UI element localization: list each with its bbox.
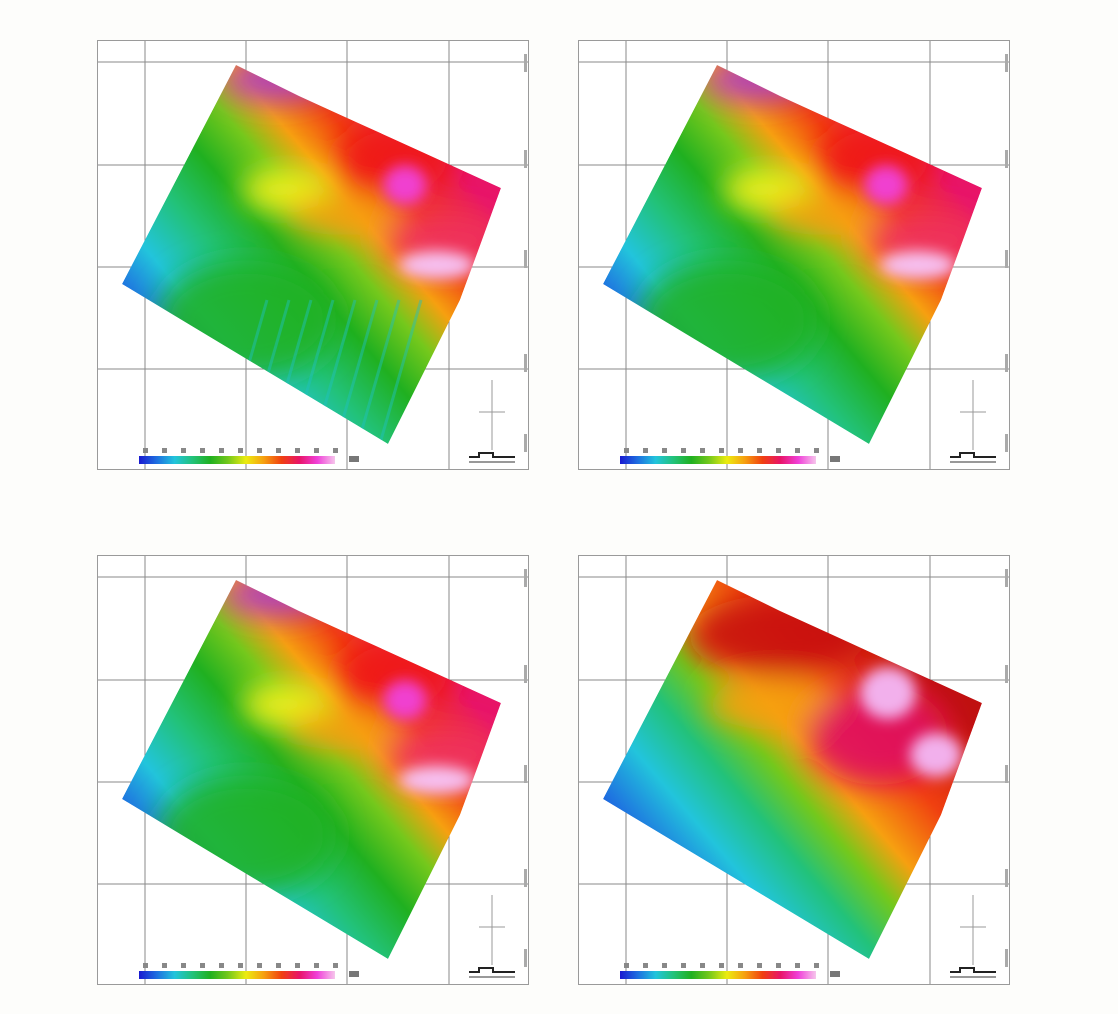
legend-tick <box>314 963 319 968</box>
legend-tick <box>700 448 705 453</box>
legend-tick <box>643 963 648 968</box>
legend-tick <box>700 963 705 968</box>
legend-tick <box>333 963 338 968</box>
legend-tick <box>757 448 762 453</box>
legend-tick <box>719 963 724 968</box>
legend-tick <box>219 963 224 968</box>
legend-tick <box>219 448 224 453</box>
legend-tick <box>738 448 743 453</box>
north-arrow-icon <box>479 380 505 450</box>
legend-tick <box>276 963 281 968</box>
legend-tick <box>143 963 148 968</box>
legend-tick <box>162 448 167 453</box>
legend-tick <box>662 448 667 453</box>
legend-tick <box>795 963 800 968</box>
legend-tick <box>795 448 800 453</box>
scale-bar-icon <box>469 967 515 978</box>
color-legend <box>139 963 359 979</box>
legend-tick <box>719 448 724 453</box>
legend-tick <box>200 963 205 968</box>
legend-tick <box>295 448 300 453</box>
legend-tick <box>295 963 300 968</box>
scale-bar-icon <box>950 967 996 978</box>
legend-tick <box>776 448 781 453</box>
legend-tick <box>757 963 762 968</box>
legend-tick <box>814 963 819 968</box>
legend-tick <box>776 963 781 968</box>
legend-tick <box>643 448 648 453</box>
legend-tick <box>681 448 686 453</box>
legend-tick <box>181 448 186 453</box>
legend-tick <box>257 448 262 453</box>
legend-tick <box>143 448 148 453</box>
map-panel-3 <box>97 555 529 985</box>
legend-tick <box>314 448 319 453</box>
north-arrow-icon <box>479 895 505 965</box>
legend-tick <box>257 963 262 968</box>
legend-tick <box>333 448 338 453</box>
legend-tick <box>181 963 186 968</box>
legend-tick <box>681 963 686 968</box>
legend-tick <box>624 448 629 453</box>
surface-map <box>603 65 982 444</box>
scale-bar-icon <box>469 452 515 463</box>
north-arrow-icon <box>960 380 986 450</box>
color-legend <box>620 963 840 979</box>
color-legend <box>139 448 359 464</box>
legend-tick <box>162 963 167 968</box>
color-legend <box>620 448 840 464</box>
legend-tick <box>662 963 667 968</box>
scale-bar-icon <box>950 452 996 463</box>
legend-tick <box>200 448 205 453</box>
map-panel-2 <box>578 40 1010 470</box>
legend-tick <box>276 448 281 453</box>
north-arrow-icon <box>960 895 986 965</box>
legend-tick <box>624 963 629 968</box>
legend-tick <box>238 448 243 453</box>
legend-tick <box>814 448 819 453</box>
map-panel-4 <box>578 555 1010 985</box>
map-panel-1 <box>97 40 529 470</box>
legend-tick <box>738 963 743 968</box>
legend-tick <box>238 963 243 968</box>
